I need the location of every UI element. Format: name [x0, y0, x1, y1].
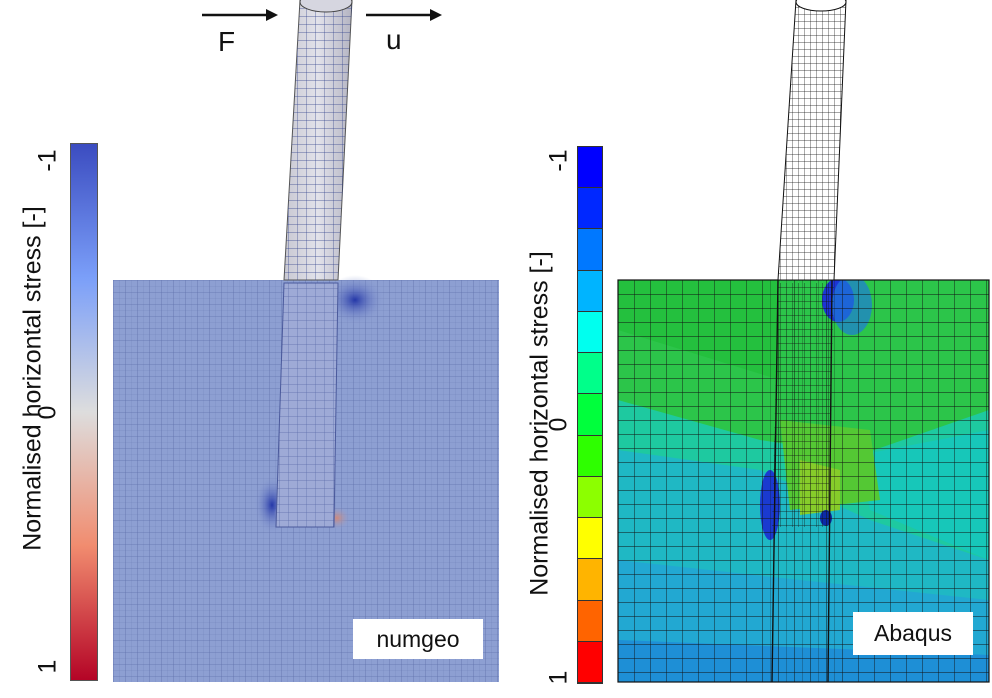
- right-colorbar-level: [578, 311, 602, 354]
- right-colorbar: [577, 146, 603, 684]
- force-label: F: [218, 26, 236, 57]
- right-colorbar-level: [578, 270, 602, 312]
- right-colorbar-level: [578, 353, 602, 395]
- right-colorbar-level: [578, 229, 602, 271]
- left-colorbar: [70, 143, 98, 681]
- right-colorbar-level: [578, 559, 602, 601]
- displacement-label: u: [386, 24, 402, 55]
- right-panel-label: Abaqus: [853, 612, 973, 655]
- left-mesh-plot: [113, 0, 499, 682]
- right-colorbar-level: [578, 600, 602, 642]
- right-colorbar-level: [578, 476, 602, 519]
- right-colorbar-level: [578, 641, 602, 684]
- displacement-arrow: [366, 9, 442, 21]
- left-panel-label: numgeo: [353, 619, 483, 659]
- right-colorbar-level: [578, 518, 602, 560]
- right-colorbar-level: [578, 188, 602, 230]
- force-arrow: [202, 9, 278, 21]
- right-colorbar-level: [578, 394, 602, 436]
- right-colorbar-level: [578, 147, 602, 189]
- right-colorbar-level: [578, 435, 602, 477]
